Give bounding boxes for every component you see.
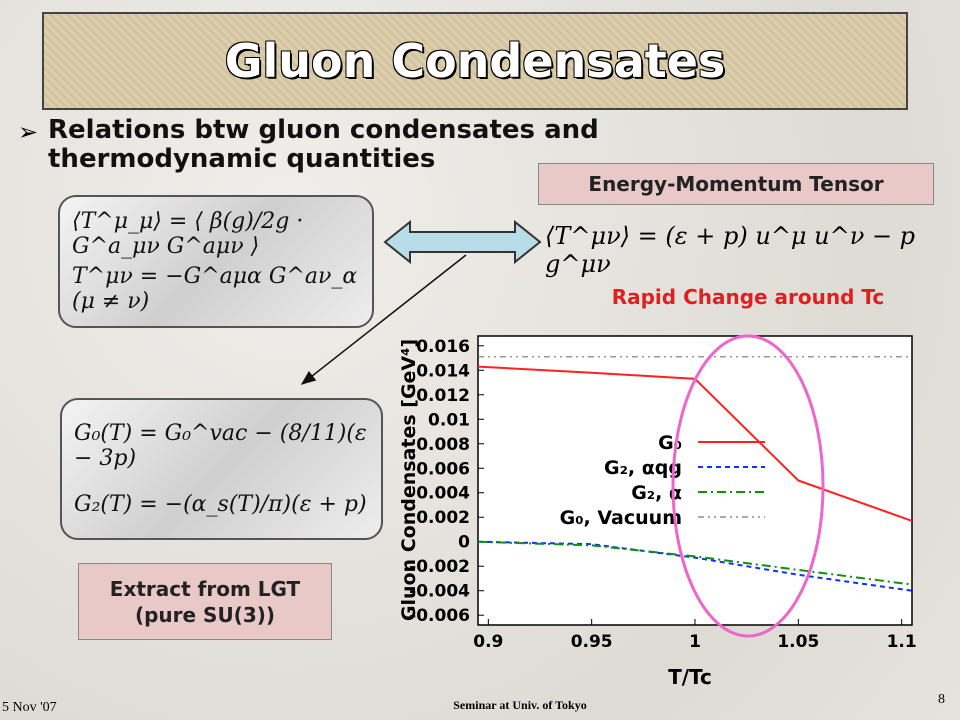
x-tick-label: 1.05 <box>777 632 819 652</box>
plot-area <box>477 335 913 626</box>
y-tick-label: 0.014 <box>416 361 470 381</box>
y-tick-label: 0.002 <box>416 508 470 528</box>
x-tick-label: 0.9 <box>473 632 503 652</box>
bullet-mark: ➢ <box>18 118 39 146</box>
footer-page: 8 <box>938 692 945 707</box>
title: Gluon Condensates <box>224 34 726 88</box>
y-tick-label: 0.008 <box>416 435 470 455</box>
equation-box: ⟨T^μ_μ⟩ = ⟨ β(g)/2g · G^a_μν G^aμν ⟩ T^μ… <box>58 195 374 328</box>
bullet: Relations btw gluon condensates and ther… <box>48 115 599 174</box>
legend-label: G₀, Vacuum <box>560 507 682 529</box>
x-tick-label: 1.1 <box>887 632 917 652</box>
arrow <box>300 254 467 385</box>
double-arrow <box>383 219 542 265</box>
footer-venue: Seminar at Univ. of Tokyo <box>453 698 587 712</box>
annotation: Rapid Change around Tc <box>612 285 885 309</box>
y-tick-label: 0.01 <box>428 410 470 430</box>
tensor-box: Energy-Momentum Tensor <box>538 163 934 205</box>
x-tick-label: 1 <box>689 632 701 652</box>
x-tick-label: 0.95 <box>571 632 613 652</box>
y-tick-label: 0.016 <box>416 337 470 357</box>
series-line <box>477 540 913 592</box>
y-tick-label: 0.004 <box>416 484 470 504</box>
legend-label: G₂, αqg <box>604 457 682 479</box>
y-tick-label: 0 <box>458 533 470 553</box>
equation: ⟨T^μν⟩ = (ε + p) u^μ u^ν − p g^μν <box>545 222 916 278</box>
footer-date: 5 Nov '07 <box>2 700 57 715</box>
title-box: Gluon Condensates <box>42 12 908 110</box>
x-axis-label: T/Tc <box>668 665 712 689</box>
highlight-ellipse <box>671 334 825 638</box>
extract-text: Extract from LGT (pure SU(3)) <box>109 576 301 627</box>
series-line <box>477 540 913 586</box>
y-tick-label: 0.012 <box>416 386 470 406</box>
y-tick-label: -0.004 <box>409 582 470 602</box>
equation: G₀(T) = G₀^vac − (8/11)(ε − 3p) <box>74 420 367 471</box>
extract-box: Extract from LGT (pure SU(3)) <box>78 563 332 640</box>
y-axis-label: Gluon Condensates [GeV⁴] <box>398 339 420 621</box>
equation-box: G₀(T) = G₀^vac − (8/11)(ε − 3p) G₂(T) = … <box>60 398 383 540</box>
y-tick-label: -0.002 <box>409 557 470 577</box>
equation: G₂(T) = −(α_s(T)/π)(ε + p) <box>74 492 367 518</box>
y-tick-label: 0.006 <box>416 459 470 479</box>
equation: ⟨T^μ_μ⟩ = ⟨ β(g)/2g · G^a_μν G^aμν ⟩ <box>72 209 304 260</box>
legend-label: G₂, α <box>631 482 682 504</box>
y-tick-label: -0.006 <box>409 606 470 626</box>
equation: T^μν = −G^aμα G^aν_α (μ ≠ ν) <box>72 263 358 314</box>
